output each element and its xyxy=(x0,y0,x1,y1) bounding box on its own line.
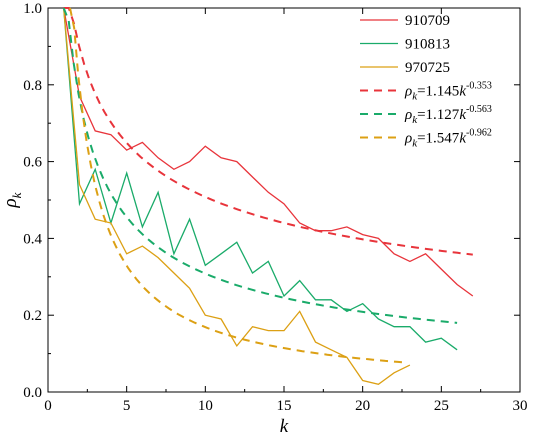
y-axis-label-rho: ρ xyxy=(0,198,21,208)
series-line-4 xyxy=(63,7,473,256)
y-axis-label: ρk xyxy=(0,192,24,208)
x-tick-label: 25 xyxy=(434,398,449,414)
x-tick-label: 0 xyxy=(44,398,52,414)
y-axis-label-sub: k xyxy=(9,192,24,198)
series-line-6 xyxy=(69,7,403,364)
x-tick-label: 5 xyxy=(123,398,131,414)
x-tick-label: 30 xyxy=(513,398,528,414)
legend-label-1: 910709 xyxy=(405,13,450,29)
svg-text:ρk: ρk xyxy=(0,192,24,208)
legend-label-5: ρk=1.127k-0.563 xyxy=(404,104,492,126)
y-tick-label: 0.8 xyxy=(23,78,42,94)
legend: 910709 910813 970725 ρk=1.145k-0.353ρk=1.12… xyxy=(360,13,492,150)
legend-label-6: ρk=1.547k-0.962 xyxy=(404,128,492,150)
series-layer xyxy=(62,7,474,386)
y-tick-label: 0.2 xyxy=(23,308,42,324)
x-tick-label: 15 xyxy=(277,398,292,414)
y-tick-label: 1.0 xyxy=(23,1,42,17)
series-line-5 xyxy=(62,7,458,324)
x-axis-label: k xyxy=(280,416,289,435)
x-tick-label: 20 xyxy=(355,398,370,414)
series-line-3 xyxy=(63,7,411,386)
y-tick-label: 0.4 xyxy=(23,231,42,247)
legend-label-3: 970725 xyxy=(405,60,450,76)
y-tick-label: 0.6 xyxy=(23,155,42,171)
x-tick-label: 10 xyxy=(198,398,213,414)
series-line-2 xyxy=(63,7,458,351)
axis-ticks: 0 5 10 15 20 25 30 0.0 0.2 0.4 0.6 0.8 1.0 xyxy=(23,1,527,414)
y-tick-label: 0.0 xyxy=(23,385,42,401)
legend-label-4: ρk=1.145k-0.353 xyxy=(404,81,492,103)
legend-label-2: 910813 xyxy=(405,37,450,53)
